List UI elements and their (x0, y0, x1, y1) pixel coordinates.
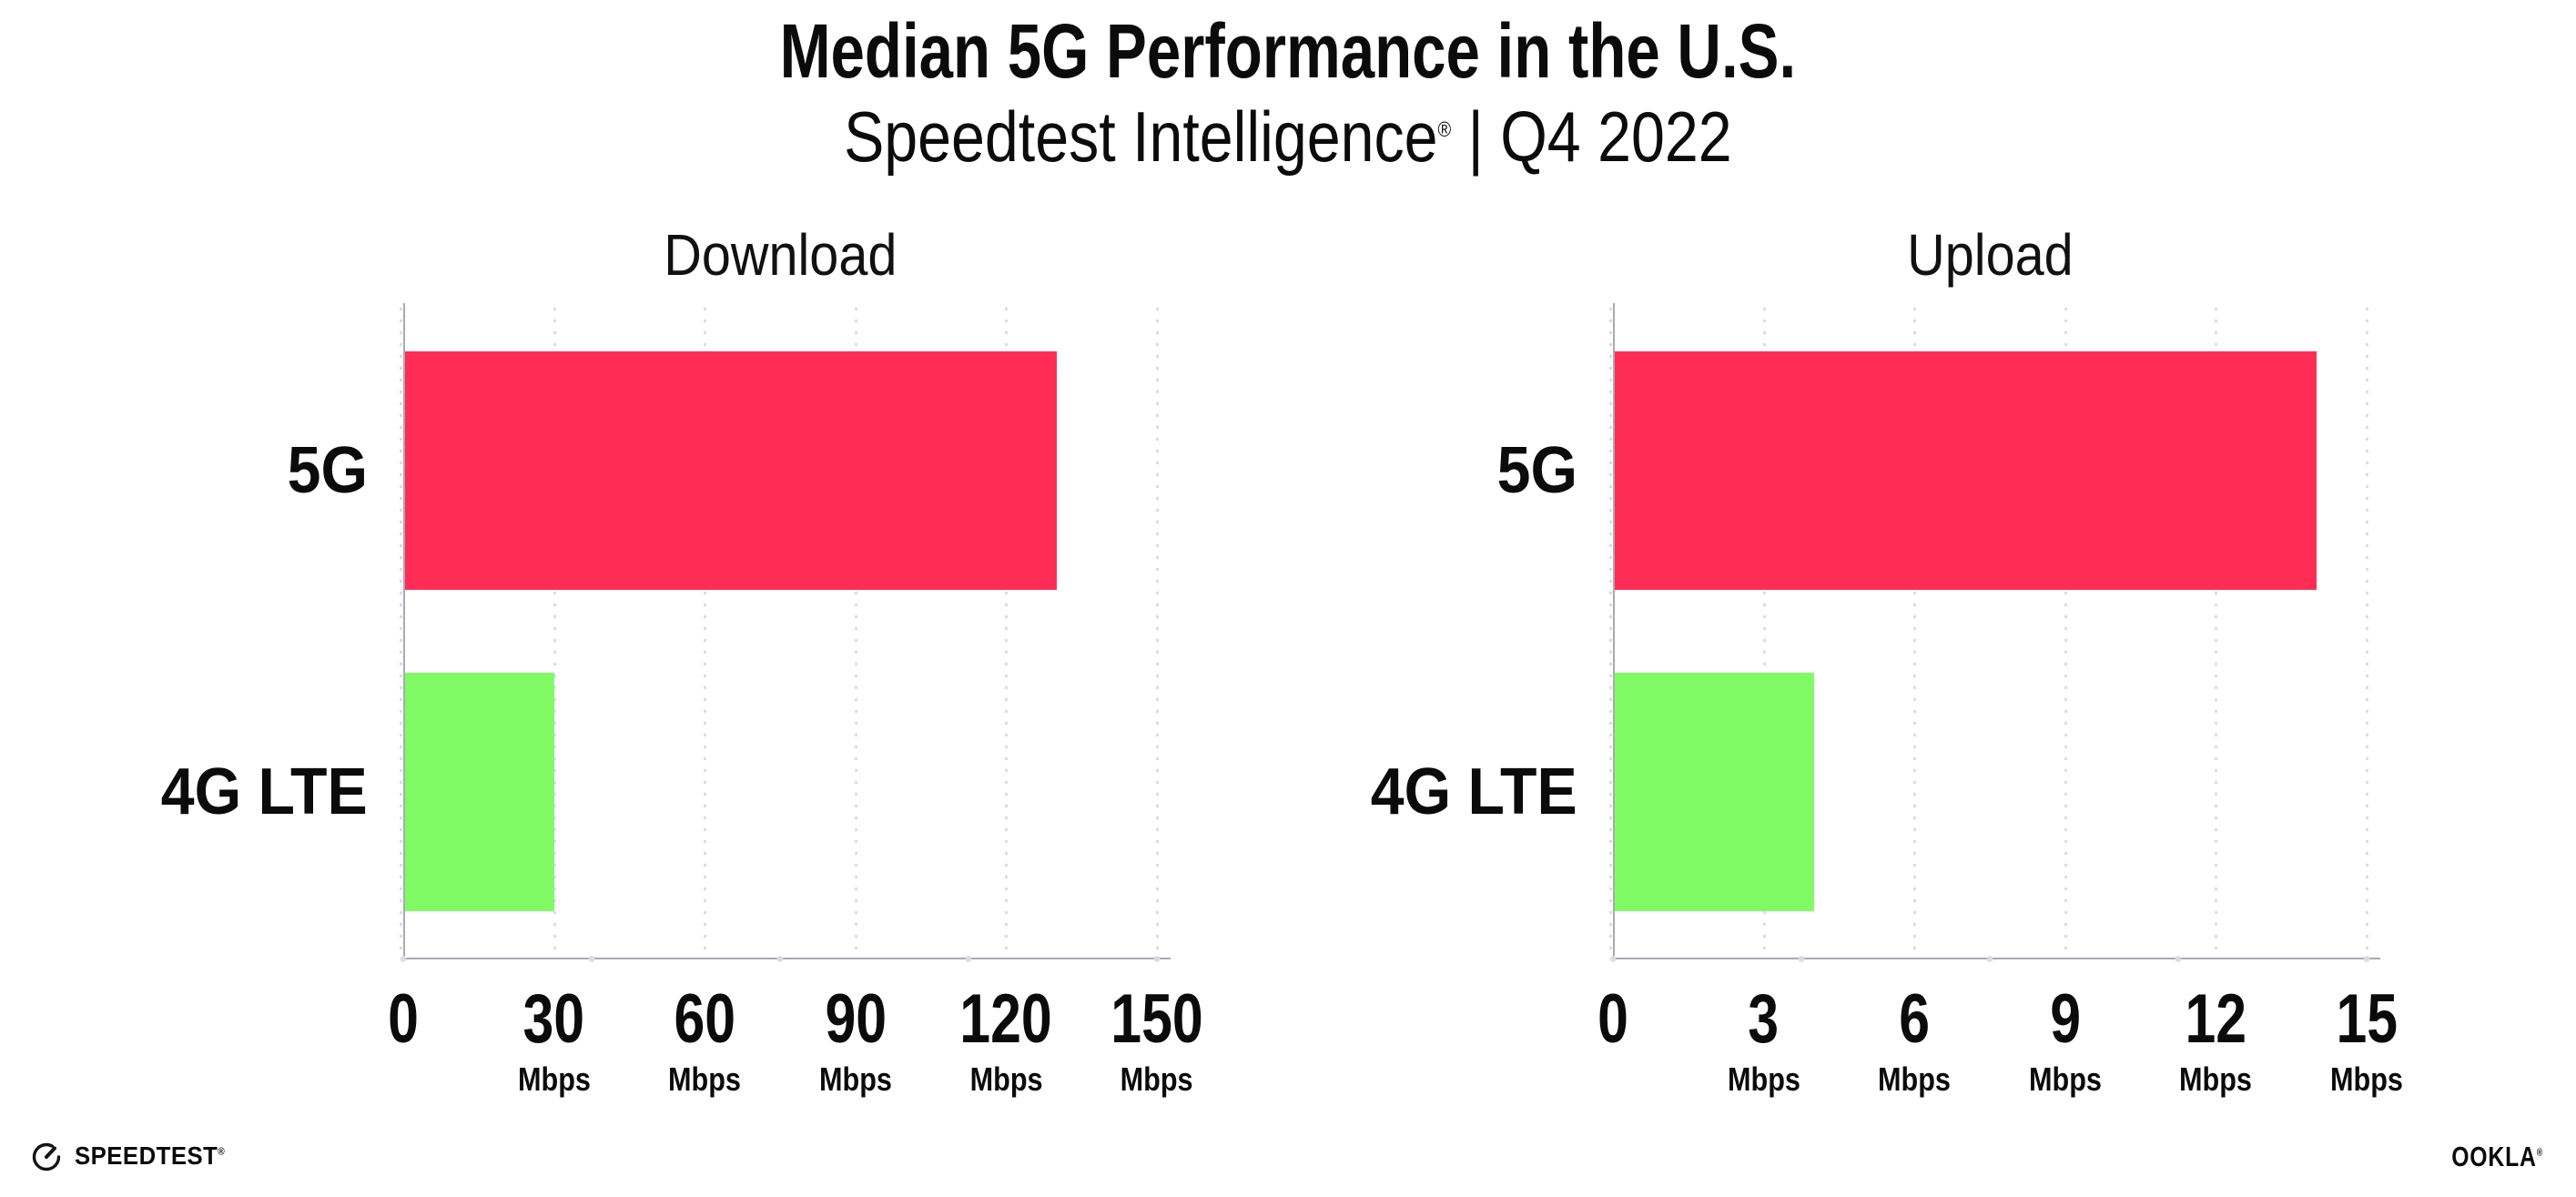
speedtest-gauge-icon (30, 1140, 63, 1172)
x-axis-line (403, 958, 1171, 959)
gridline (854, 303, 857, 959)
axis-tick-dot (400, 955, 407, 962)
y-axis-line (403, 303, 405, 959)
y-axis-line (1613, 303, 1615, 959)
chart-panel-upload: Upload 5G 4G LTE 0 (1210, 0, 2498, 1197)
x-tick: 0 (384, 985, 422, 1096)
tick-value: 150 (1111, 980, 1203, 1058)
registered-mark: ® (218, 1146, 226, 1158)
bar-4g-lte-upload (1613, 673, 1814, 911)
tick-unit: Mbps (1121, 1060, 1193, 1098)
tick-unit: Mbps (1727, 1060, 1800, 1098)
plot-area-upload (1609, 303, 2380, 962)
x-tick: 60 Mbps (662, 985, 747, 1096)
tick-value: 9 (2049, 980, 2081, 1058)
bar-5g-upload (1613, 351, 2317, 590)
subtitle-period: | Q4 2022 (1451, 96, 1732, 177)
tick-unit: Mbps (818, 1060, 892, 1098)
tick-unit: Mbps (2028, 1060, 2102, 1098)
tick-value: 90 (824, 980, 887, 1058)
x-tick: 120 Mbps (948, 985, 1064, 1096)
axis-tick-dot (588, 955, 595, 962)
axis-tick-dot (1798, 955, 1805, 962)
tick-value: 120 (959, 980, 1053, 1058)
axis-tick-dot (776, 955, 784, 962)
x-tick: 0 (1594, 985, 1632, 1096)
tick-value: 0 (1597, 980, 1628, 1058)
chart-panel-download: Download 5G 4G LTE 0 (161, 222, 1203, 1112)
page-subtitle: Speedtest Intelligence® | Q4 2022 (0, 93, 2576, 180)
tick-unit: Mbps (2179, 1060, 2253, 1098)
axis-tick-dot (1986, 955, 1993, 962)
tick-value: 0 (388, 980, 419, 1058)
tick-value: 3 (1748, 980, 1780, 1058)
x-tick: 6 Mbps (1871, 985, 1957, 1096)
gridline (2366, 303, 2368, 959)
tick-value: 30 (522, 980, 585, 1058)
x-axis-line (1613, 958, 2380, 959)
registered-mark: ® (1437, 117, 1452, 141)
axis-tick-dot (2363, 955, 2370, 962)
axis-tick-dot (965, 955, 972, 962)
subtitle-brand: Speedtest Intelligence (844, 96, 1438, 177)
category-label-5g: 5G (287, 434, 368, 507)
page-title-text: Median 5G Performance in the U.S. (779, 7, 1797, 94)
x-tick: 9 Mbps (2023, 985, 2108, 1096)
bar-5g-download (403, 351, 1057, 590)
x-tick: 30 Mbps (512, 985, 597, 1096)
category-label-4g-lte: 4G LTE (161, 756, 368, 828)
category-label-4g-lte: 4G LTE (1371, 756, 1577, 828)
tick-value: 60 (674, 980, 735, 1058)
axis-tick-dot (1153, 955, 1161, 962)
tick-value: 6 (1899, 980, 1931, 1058)
x-tick: 90 Mbps (813, 985, 898, 1096)
gridline (1913, 303, 1917, 959)
tick-unit: Mbps (2330, 1060, 2403, 1098)
speedtest-logo: SPEEDTEST® (30, 1138, 238, 1174)
page-title: Median 5G Performance in the U.S. (0, 7, 2576, 94)
axis-tick-dot (1609, 955, 1617, 962)
x-tick: 150 Mbps (1100, 985, 1215, 1096)
plot-area-download (400, 303, 1171, 962)
registered-mark: ® (2536, 1147, 2543, 1159)
bar-4g-lte-download (403, 673, 554, 911)
speedtest-wordmark: SPEEDTEST® (75, 1141, 226, 1170)
gridline (1762, 303, 1766, 959)
chart-title-upload: Upload (1906, 222, 2074, 288)
x-tick: 3 Mbps (1721, 985, 1807, 1096)
x-tick: 15 Mbps (2324, 985, 2409, 1096)
tick-value: 12 (2185, 980, 2247, 1058)
gridline (2215, 303, 2218, 959)
tick-unit: Mbps (668, 1060, 742, 1098)
x-axis-ticks-download: 0 30 Mbps 60 Mbps 90 Mbps 120 Mbps 150 M… (388, 985, 1203, 1112)
gridline (704, 303, 707, 959)
axis-tick-dot (2175, 955, 2182, 962)
tick-unit: Mbps (969, 1060, 1043, 1098)
x-axis-ticks-upload: 0 3 Mbps 6 Mbps 9 Mbps 12 Mbps 15 Mbps (1597, 985, 2403, 1112)
tick-value: 15 (2336, 980, 2398, 1058)
ookla-logo: OOKLA® (2429, 1141, 2543, 1172)
gridline (553, 303, 556, 959)
chart-title-download: Download (663, 222, 898, 288)
category-label-5g: 5G (1496, 434, 1577, 507)
ookla-wordmark: OOKLA (2451, 1141, 2537, 1172)
gridline (1609, 303, 1612, 959)
gridline (1005, 303, 1009, 959)
tick-unit: Mbps (517, 1060, 591, 1098)
gridline (1156, 303, 1159, 959)
gridline (2064, 303, 2067, 959)
page-subtitle-text: Speedtest Intelligence® | Q4 2022 (844, 96, 1732, 178)
gridline (400, 303, 402, 959)
x-tick: 12 Mbps (2173, 985, 2258, 1096)
tick-unit: Mbps (1878, 1060, 1952, 1098)
